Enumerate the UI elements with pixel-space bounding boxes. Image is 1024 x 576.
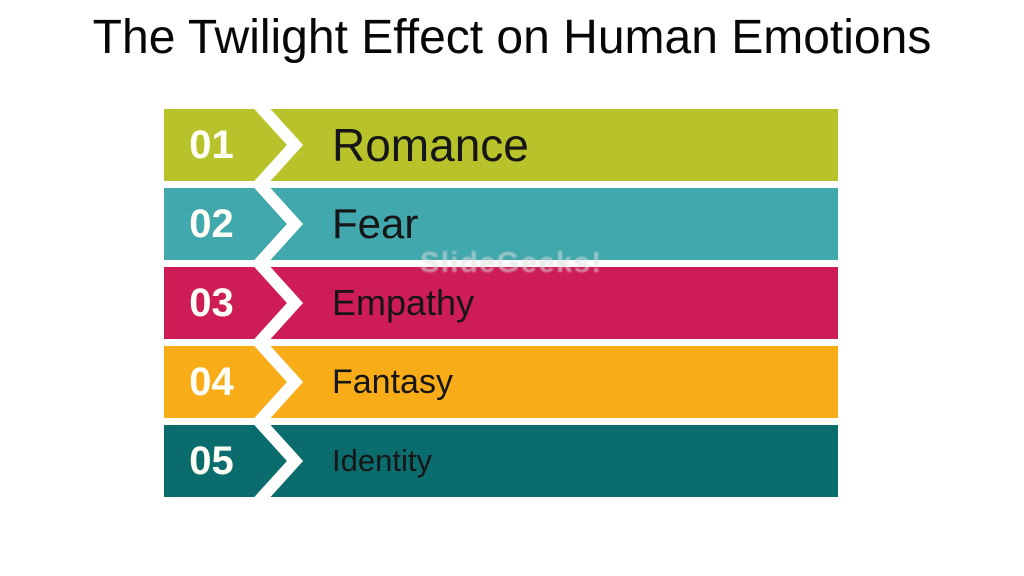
list-item: 05 Identity xyxy=(164,425,838,497)
item-number: 04 xyxy=(189,359,234,404)
item-label: Romance xyxy=(332,119,529,171)
page-title: The Twilight Effect on Human Emotions xyxy=(92,11,932,64)
list-item: 02 Fear xyxy=(164,188,838,260)
list-item: 01 Romance xyxy=(164,109,838,181)
list-item: 03 Empathy xyxy=(164,267,838,339)
item-number: 05 xyxy=(189,438,234,483)
item-label: Fantasy xyxy=(332,362,453,401)
chevron-right-icon xyxy=(254,109,304,181)
item-label: Identity xyxy=(332,443,432,478)
item-number: 01 xyxy=(189,122,234,167)
item-label: Empathy xyxy=(332,282,475,323)
chevron-right-icon xyxy=(254,267,304,339)
item-number: 02 xyxy=(189,201,234,246)
item-label: Fear xyxy=(332,200,419,247)
chevron-right-icon xyxy=(254,346,304,418)
chevron-right-icon xyxy=(254,425,304,497)
emotion-list: 01 Romance 02 Fear 03 Empathy 04 Fantasy… xyxy=(164,109,838,497)
item-number: 03 xyxy=(189,280,234,325)
chevron-right-icon xyxy=(254,188,304,260)
list-item: 04 Fantasy xyxy=(164,346,838,418)
